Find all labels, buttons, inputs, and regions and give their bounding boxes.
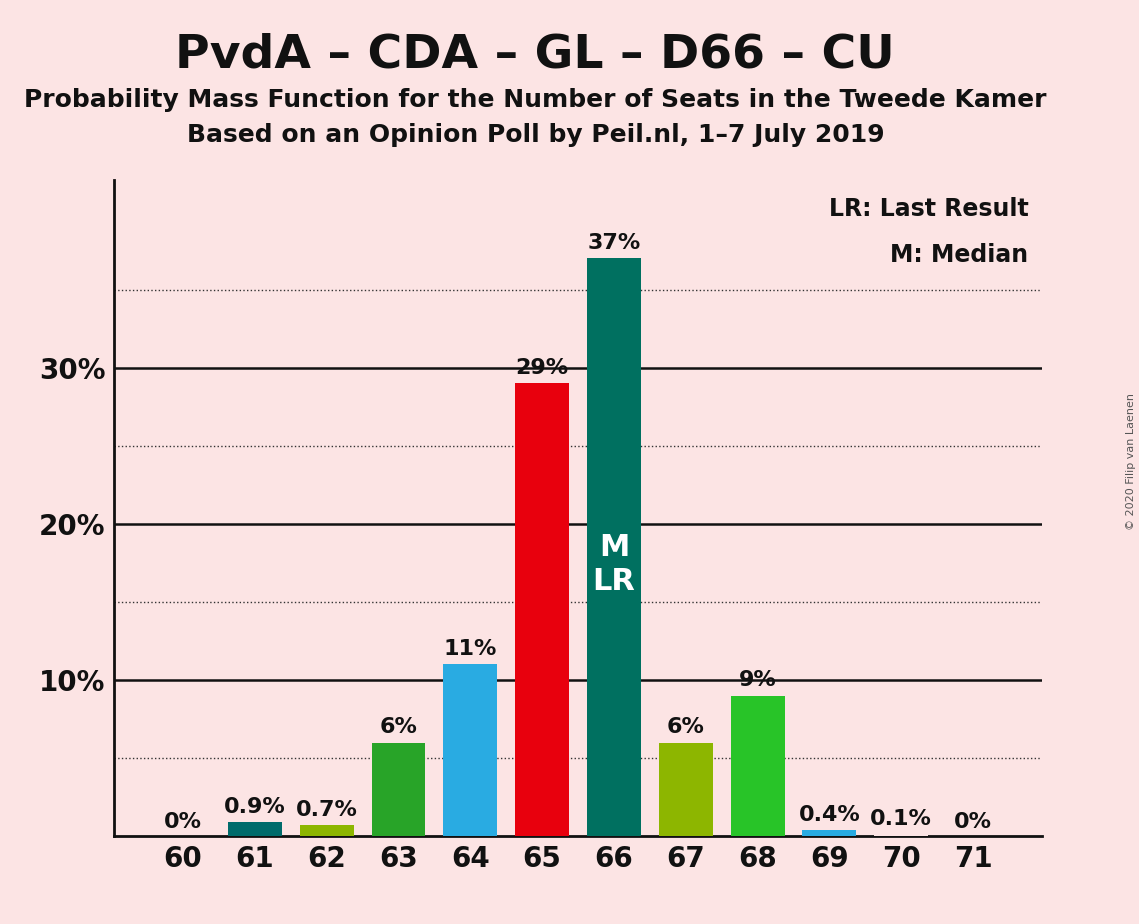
Text: 0.7%: 0.7% bbox=[296, 800, 358, 820]
Bar bbox=[443, 664, 498, 836]
Text: 11%: 11% bbox=[443, 638, 497, 659]
Bar bbox=[515, 383, 570, 836]
Text: 6%: 6% bbox=[666, 717, 705, 737]
Bar bbox=[658, 743, 713, 836]
Text: 0%: 0% bbox=[164, 812, 202, 833]
Text: 0.1%: 0.1% bbox=[870, 809, 932, 829]
Text: PvdA – CDA – GL – D66 – CU: PvdA – CDA – GL – D66 – CU bbox=[175, 32, 895, 78]
Text: Based on an Opinion Poll by Peil.nl, 1–7 July 2019: Based on an Opinion Poll by Peil.nl, 1–7… bbox=[187, 123, 884, 147]
Text: 9%: 9% bbox=[739, 670, 777, 690]
Bar bbox=[371, 743, 426, 836]
Bar bbox=[300, 825, 353, 836]
Bar bbox=[587, 259, 641, 836]
Bar bbox=[228, 822, 281, 836]
Text: M: Median: M: Median bbox=[891, 242, 1029, 266]
Text: 29%: 29% bbox=[516, 358, 568, 378]
Text: © 2020 Filip van Laenen: © 2020 Filip van Laenen bbox=[1126, 394, 1136, 530]
Text: 6%: 6% bbox=[379, 717, 417, 737]
Text: 0.4%: 0.4% bbox=[798, 805, 860, 824]
Text: LR: Last Result: LR: Last Result bbox=[828, 197, 1029, 221]
Bar bbox=[730, 696, 785, 836]
Text: 0.9%: 0.9% bbox=[224, 796, 286, 817]
Text: Probability Mass Function for the Number of Seats in the Tweede Kamer: Probability Mass Function for the Number… bbox=[24, 88, 1047, 112]
Bar bbox=[803, 830, 857, 836]
Text: 0%: 0% bbox=[954, 812, 992, 833]
Text: M
LR: M LR bbox=[592, 533, 636, 596]
Bar bbox=[875, 834, 928, 836]
Text: 37%: 37% bbox=[588, 233, 640, 253]
